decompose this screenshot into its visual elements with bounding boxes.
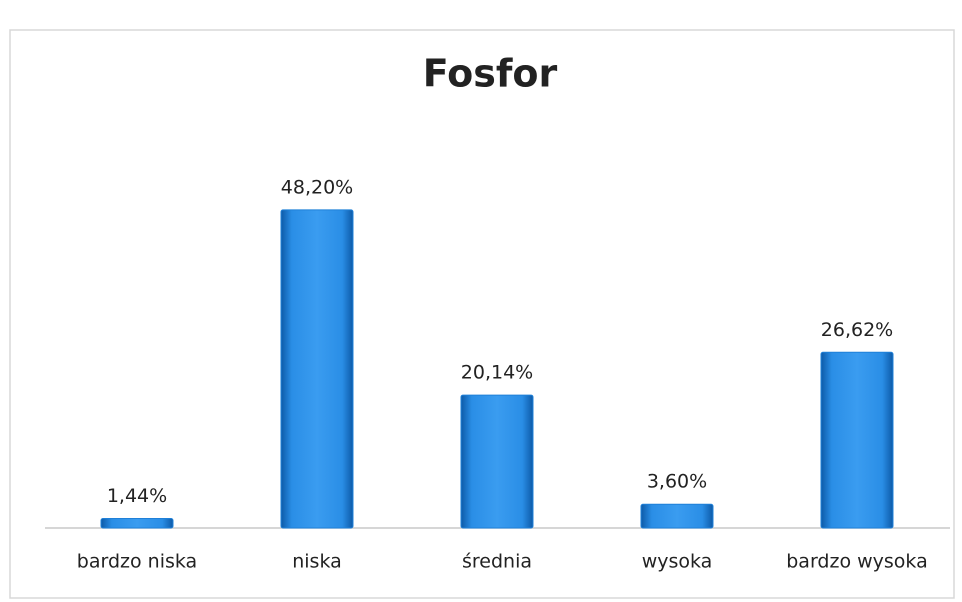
bar xyxy=(460,394,534,529)
bar xyxy=(820,351,894,529)
data-label: 48,20% xyxy=(281,176,353,198)
bar xyxy=(280,209,354,529)
data-label: 1,44% xyxy=(107,485,167,507)
x-tick-label: wysoka xyxy=(642,551,713,573)
data-label: 26,62% xyxy=(821,319,893,341)
chart-title: Fosfor xyxy=(423,52,558,96)
x-tick-label: bardzo niska xyxy=(77,551,197,573)
bar xyxy=(640,503,714,529)
bar xyxy=(100,517,174,529)
x-tick-label: niska xyxy=(292,551,342,573)
data-label: 20,14% xyxy=(461,362,533,384)
x-tick-label: bardzo wysoka xyxy=(786,551,928,573)
data-label: 3,60% xyxy=(647,471,707,493)
x-tick-label: średnia xyxy=(462,551,532,573)
